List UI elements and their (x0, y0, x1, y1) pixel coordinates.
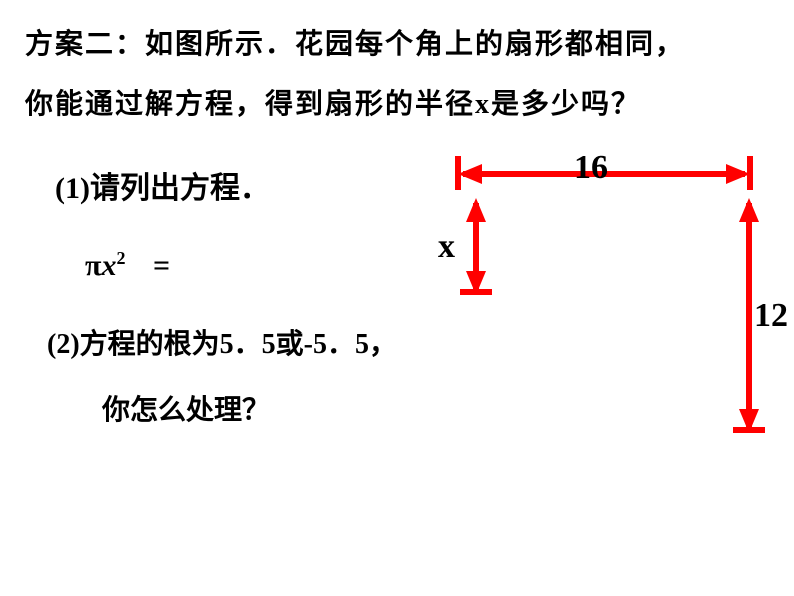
item2-line1: (2)方程的根为5．5或-5．5， (47, 322, 397, 362)
equation-var: x (101, 249, 116, 282)
label-12: 12 (754, 297, 788, 335)
item1-text: (1)请列出方程． (55, 172, 270, 205)
item1-label: (1)请列出方程． (55, 163, 270, 207)
left-arrow (460, 198, 492, 295)
label-x: x (438, 228, 455, 266)
equation-pi: π (85, 249, 101, 282)
equation: πx2 = (85, 248, 170, 283)
equation-sup: 2 (116, 248, 125, 268)
label-16: 16 (574, 149, 608, 187)
header-line1: 方案二：如图所示．花园每个角上的扇形都相同， (25, 22, 685, 62)
equation-eq: = (153, 249, 170, 282)
item2-line2: 你怎么处理？ (102, 388, 270, 428)
header-line2: 你能通过解方程，得到扇形的半径x是多少吗？ (25, 82, 641, 122)
